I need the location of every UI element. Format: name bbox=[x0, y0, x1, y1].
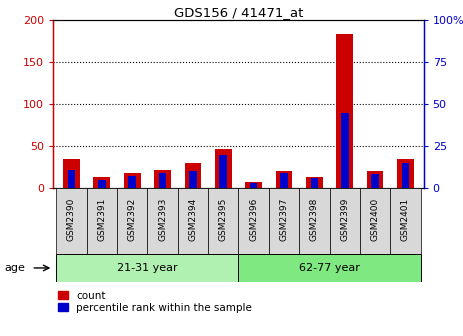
Text: 21-31 year: 21-31 year bbox=[117, 263, 178, 273]
Text: GSM2391: GSM2391 bbox=[97, 198, 106, 241]
Text: 62-77 year: 62-77 year bbox=[299, 263, 360, 273]
FancyBboxPatch shape bbox=[360, 188, 390, 254]
FancyBboxPatch shape bbox=[269, 188, 299, 254]
Bar bbox=[311, 178, 318, 188]
FancyBboxPatch shape bbox=[208, 188, 238, 254]
FancyBboxPatch shape bbox=[147, 188, 178, 254]
FancyBboxPatch shape bbox=[238, 188, 269, 254]
Text: GSM2395: GSM2395 bbox=[219, 198, 228, 241]
FancyBboxPatch shape bbox=[178, 188, 208, 254]
Bar bbox=[250, 183, 257, 188]
Text: GSM2392: GSM2392 bbox=[128, 198, 137, 241]
Text: GSM2398: GSM2398 bbox=[310, 198, 319, 241]
Text: GSM2394: GSM2394 bbox=[188, 198, 197, 241]
Text: GSM2400: GSM2400 bbox=[370, 198, 380, 241]
Bar bbox=[154, 170, 171, 188]
Bar bbox=[94, 177, 110, 188]
FancyBboxPatch shape bbox=[238, 254, 420, 282]
Bar bbox=[245, 182, 262, 188]
FancyBboxPatch shape bbox=[87, 188, 117, 254]
Bar bbox=[68, 170, 75, 188]
Text: GSM2393: GSM2393 bbox=[158, 198, 167, 241]
Bar bbox=[219, 155, 227, 188]
Bar bbox=[185, 163, 201, 188]
Text: age: age bbox=[5, 263, 25, 273]
Bar bbox=[336, 35, 353, 188]
Text: GSM2396: GSM2396 bbox=[249, 198, 258, 241]
Bar bbox=[397, 159, 414, 188]
Bar bbox=[280, 173, 288, 188]
Bar bbox=[215, 149, 232, 188]
Text: GSM2401: GSM2401 bbox=[401, 198, 410, 241]
Bar bbox=[124, 173, 141, 188]
Bar bbox=[306, 177, 323, 188]
Bar bbox=[367, 171, 383, 188]
Text: GSM2399: GSM2399 bbox=[340, 198, 349, 241]
Bar bbox=[98, 180, 106, 188]
Bar bbox=[128, 175, 136, 188]
FancyBboxPatch shape bbox=[330, 188, 360, 254]
Text: GSM2390: GSM2390 bbox=[67, 198, 76, 241]
FancyBboxPatch shape bbox=[390, 188, 420, 254]
Bar bbox=[159, 173, 166, 188]
Bar bbox=[341, 113, 349, 188]
Legend: count, percentile rank within the sample: count, percentile rank within the sample bbox=[58, 291, 252, 313]
Text: GSM2397: GSM2397 bbox=[280, 198, 288, 241]
FancyBboxPatch shape bbox=[299, 188, 330, 254]
Bar bbox=[401, 163, 409, 188]
Bar bbox=[275, 171, 292, 188]
Bar bbox=[63, 159, 80, 188]
FancyBboxPatch shape bbox=[117, 188, 147, 254]
FancyBboxPatch shape bbox=[56, 254, 238, 282]
Title: GDS156 / 41471_at: GDS156 / 41471_at bbox=[174, 6, 303, 19]
Bar bbox=[371, 174, 379, 188]
Bar bbox=[189, 171, 197, 188]
FancyBboxPatch shape bbox=[56, 188, 87, 254]
